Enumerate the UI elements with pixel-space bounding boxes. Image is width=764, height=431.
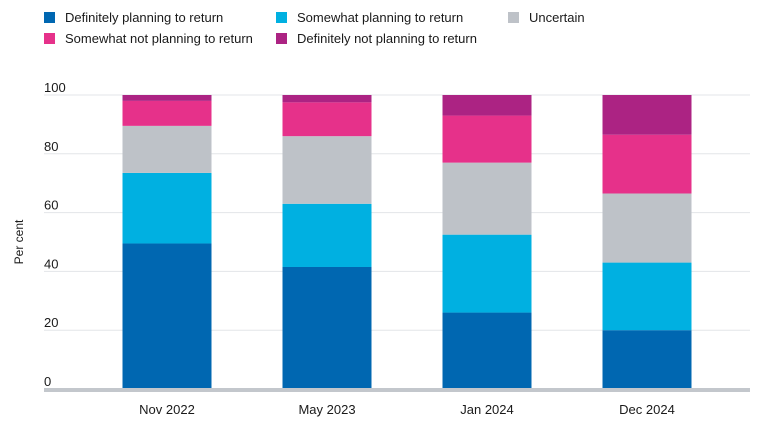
legend-swatch: [44, 33, 55, 44]
bar-segment: [122, 95, 212, 101]
bar-segment: [442, 162, 532, 235]
bar-segment: [122, 172, 212, 244]
legend-swatch: [276, 12, 287, 23]
bar-segment: [282, 266, 372, 389]
legend-swatch: [276, 33, 287, 44]
legend-item: Definitely not planning to return: [276, 31, 477, 46]
legend-label: Definitely not planning to return: [297, 31, 477, 46]
bar-segment: [282, 95, 372, 103]
legend-item: Somewhat planning to return: [276, 10, 463, 25]
x-tick-label: Nov 2022: [139, 402, 195, 417]
legend-label: Somewhat not planning to return: [65, 31, 253, 46]
x-tick-label: Jan 2024: [460, 402, 514, 417]
bar-segment: [282, 136, 372, 204]
bar-segment: [282, 102, 372, 137]
y-tick-label: 0: [44, 374, 51, 389]
bar-segment: [442, 312, 532, 389]
y-axis-label: Per cent: [12, 219, 26, 264]
chart-legend: Definitely planning to return Somewhat pl…: [0, 0, 764, 60]
x-axis-line: [44, 388, 750, 392]
bar-segment: [122, 125, 212, 173]
legend-swatch: [44, 12, 55, 23]
bar-segment: [602, 330, 692, 389]
legend-swatch: [508, 12, 519, 23]
bar-segment: [442, 115, 532, 163]
y-tick-label: 80: [44, 139, 58, 154]
y-tick-label: 100: [44, 80, 66, 95]
bar-segment: [602, 95, 692, 135]
bar-segment: [602, 262, 692, 331]
y-tick-label: 20: [44, 315, 58, 330]
x-tick-label: May 2023: [298, 402, 355, 417]
bar-segment: [442, 234, 532, 313]
bar-segment: [122, 100, 212, 126]
legend-label: Uncertain: [529, 10, 585, 25]
legend-label: Somewhat planning to return: [297, 10, 464, 25]
legend-label: Definitely planning to return: [65, 10, 224, 25]
legend-item: Definitely planning to return: [44, 10, 223, 25]
legend-item: Somewhat not planning to return: [44, 31, 253, 46]
bar-segment: [282, 203, 372, 267]
bar-segment: [122, 243, 212, 389]
y-tick-label: 60: [44, 198, 58, 213]
y-tick-label: 40: [44, 256, 58, 271]
x-tick-label: Dec 2024: [619, 402, 675, 417]
bar-segment: [442, 95, 532, 116]
bar-segment: [602, 193, 692, 263]
legend-item: Uncertain: [508, 10, 585, 25]
bar-segment: [602, 134, 692, 194]
